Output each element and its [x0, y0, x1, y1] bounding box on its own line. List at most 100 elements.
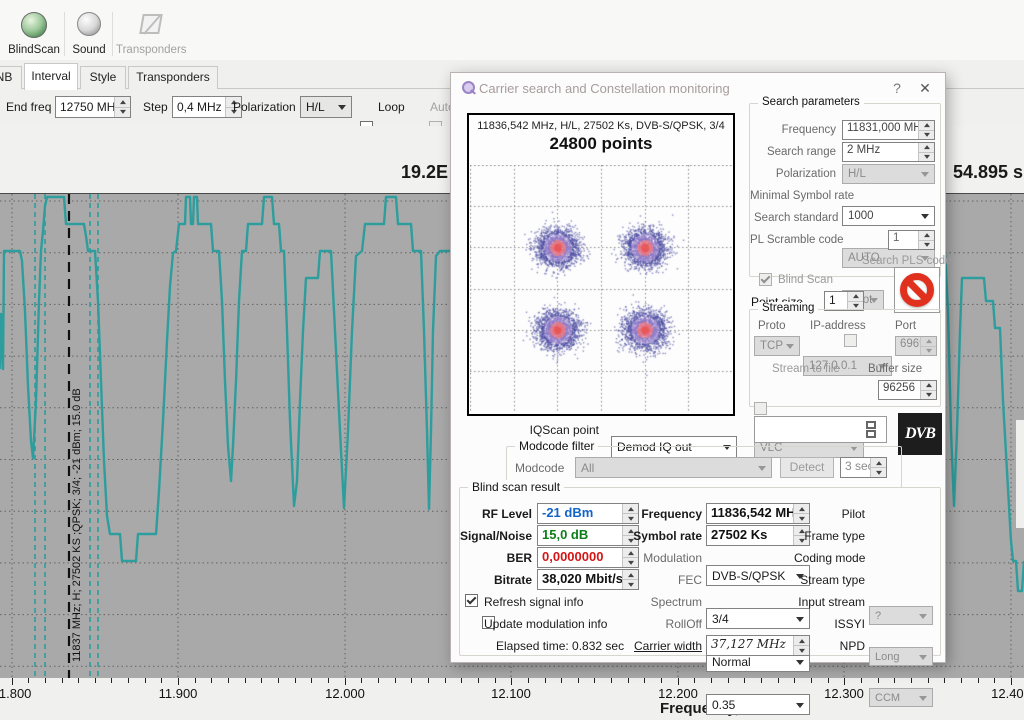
axis-tick — [811, 678, 812, 683]
blindscan-icon — [21, 12, 47, 38]
sound-button[interactable]: Sound — [68, 10, 110, 58]
axis-tick — [12, 678, 13, 685]
axis-tick — [328, 678, 329, 683]
port-spinner: 6969 — [895, 336, 937, 356]
axis-tick — [611, 678, 612, 683]
axis-tick — [195, 678, 196, 683]
axis-tick — [378, 678, 379, 683]
blind-scan-result-group: Blind scan result RF Level -21 dBm Signa… — [459, 487, 941, 656]
stop-button[interactable] — [894, 267, 940, 313]
pl-scramble-value-spinner[interactable]: 1 — [888, 230, 935, 250]
axis-tick — [495, 678, 496, 683]
right-scrollbar[interactable] — [1016, 420, 1024, 528]
close-icon[interactable]: ✕ — [915, 78, 935, 98]
magnifier-icon — [461, 81, 475, 95]
end-freq-spinner[interactable]: 12750 MHz — [55, 96, 131, 118]
dialog-title: Carrier search and Constellation monitor… — [479, 81, 730, 96]
carrier-search-dialog: Carrier search and Constellation monitor… — [450, 72, 946, 663]
axis-tick — [844, 678, 845, 685]
axis-tick — [711, 678, 712, 683]
rf-level-field[interactable]: -21 dBm — [537, 503, 639, 524]
tab-lnb[interactable]: NB — [0, 66, 22, 89]
x-tick-label: 12.000 — [325, 686, 365, 701]
transponders-icon — [139, 14, 163, 34]
axis-tick — [994, 678, 995, 683]
symbol-rate-field[interactable]: 27502 Ks — [706, 525, 810, 546]
axis-tick — [778, 678, 779, 683]
sound-label: Sound — [68, 44, 110, 56]
axis-tick — [511, 678, 512, 685]
axis-tick — [878, 678, 879, 683]
x-tick-label: 12.300 — [824, 686, 864, 701]
sound-icon — [77, 12, 101, 36]
polarization-label: Polarization — [233, 100, 296, 114]
axis-tick — [311, 678, 312, 683]
constellation-view: 11836,542 MHz, H/L, 27502 Ks, DVB-S/QPSK… — [467, 113, 735, 416]
axis-tick — [1011, 678, 1012, 685]
x-tick-label: 12.100 — [491, 686, 531, 701]
spin-up[interactable] — [115, 97, 130, 107]
min-symbol-rate-combo[interactable]: 1000 — [842, 206, 935, 226]
axis-tick — [361, 678, 362, 683]
pilot-select: ? — [869, 606, 933, 625]
carrier-width-field[interactable]: 37,127 MHz — [706, 635, 810, 656]
axis-tick — [678, 678, 679, 685]
fec-select[interactable]: 3/4 — [706, 608, 810, 629]
detect-interval-spinner[interactable]: 3 sec — [840, 457, 887, 478]
axis-tick — [911, 678, 912, 683]
app-window: BlindScan Sound Transponders NB Interval… — [0, 0, 1024, 720]
carrier-width-label[interactable]: Carrier width — [622, 639, 702, 653]
tab-transponders[interactable]: Transponders — [128, 66, 218, 89]
result-frequency-field[interactable]: 11836,542 MHz — [706, 503, 810, 524]
axis-tick — [411, 678, 412, 683]
constellation-canvas — [470, 165, 732, 412]
toolbar-separator — [112, 12, 113, 56]
axis-tick — [561, 678, 562, 683]
proto-select: TCP — [754, 336, 800, 356]
coding-mode-select: CCM — [869, 688, 933, 707]
axis-tick — [828, 678, 829, 683]
axis-tick — [961, 678, 962, 683]
axis-tick — [578, 678, 579, 683]
ber-field[interactable]: 0,0000000 — [537, 547, 639, 568]
blindscan-button[interactable]: BlindScan — [8, 10, 60, 58]
modcode-filter-group: Modcode filter Modcode All Detect 3 sec — [506, 446, 902, 488]
snr-field[interactable]: 15,0 dB — [537, 525, 639, 546]
rolloff-select[interactable]: 0.35 — [706, 694, 810, 715]
main-toolbar: BlindScan Sound Transponders — [0, 0, 1024, 61]
toolbar-separator — [64, 12, 65, 56]
point-size-spinner[interactable]: 1 — [824, 291, 864, 311]
tab-style[interactable]: Style — [80, 66, 126, 89]
step-spinner[interactable]: 0,4 MHz — [172, 96, 242, 118]
loop-label: Loop — [378, 100, 405, 114]
blind-scan-checkbox — [759, 273, 772, 286]
tab-interval[interactable]: Interval — [24, 63, 78, 90]
axis-tick — [928, 678, 929, 683]
axis-tick — [944, 678, 945, 683]
axis-tick — [395, 678, 396, 683]
axis-tick — [178, 678, 179, 685]
refresh-signal-checkbox[interactable] — [465, 594, 478, 607]
bitrate-field[interactable]: 38,020 Mbit/s — [537, 569, 639, 590]
frequency-spinner[interactable]: 11831,000 MHz — [842, 120, 935, 140]
search-range-spinner[interactable]: 2 MHz — [842, 142, 935, 162]
x-tick-label: 11.800 — [0, 686, 31, 701]
streaming-group: Streaming Proto IP-address Port TCP 127.… — [749, 309, 941, 407]
buffer-size-spinner[interactable]: 96256 — [878, 380, 937, 400]
help-button[interactable]: ? — [887, 78, 907, 98]
axis-tick — [761, 678, 762, 683]
spin-down[interactable] — [115, 107, 130, 118]
dvb-logo: DVB — [898, 413, 942, 455]
search-parameters-group: Search parameters Frequency 11831,000 MH… — [749, 103, 941, 277]
elapsed-time-label: Elapsed time: 0.832 sec — [496, 639, 624, 653]
axis-tick — [161, 678, 162, 683]
axis-tick — [628, 678, 629, 683]
axis-tick — [261, 678, 262, 683]
axis-tick — [145, 678, 146, 683]
axis-tick — [978, 678, 979, 683]
axis-tick — [661, 678, 662, 683]
axis-tick — [728, 678, 729, 683]
polarization-select[interactable]: H/L — [300, 96, 352, 118]
axis-tick — [345, 678, 346, 685]
axis-tick — [744, 678, 745, 683]
